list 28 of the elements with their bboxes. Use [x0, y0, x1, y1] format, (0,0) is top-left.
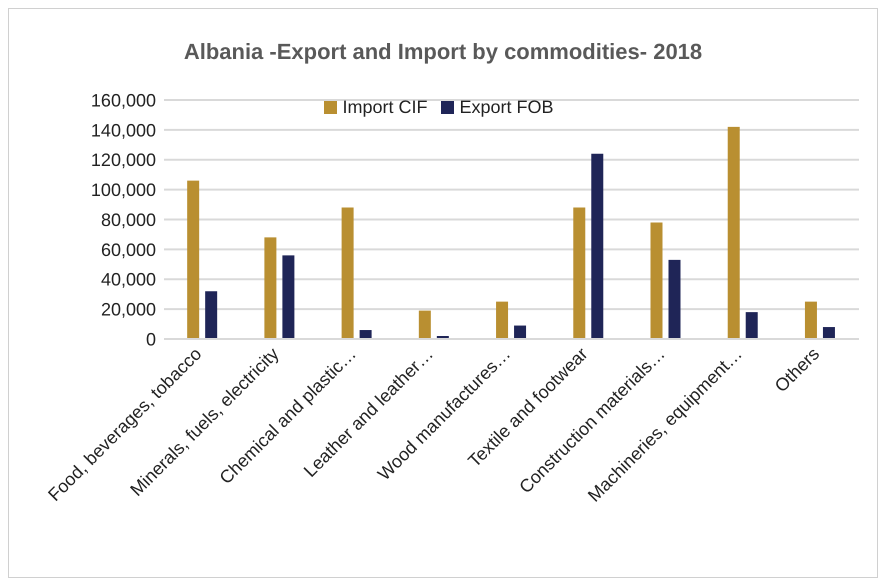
y-tick-label: 140,000 [90, 120, 156, 140]
bar [804, 302, 817, 339]
y-tick-label: 100,000 [90, 180, 156, 200]
y-tick-label: 60,000 [100, 240, 156, 260]
bar [746, 312, 758, 339]
y-tick-label: 80,000 [100, 210, 156, 230]
bar [650, 222, 662, 339]
y-tick-label: 0 [146, 329, 156, 350]
bar [822, 327, 835, 339]
bar [668, 260, 680, 339]
bar [282, 255, 294, 339]
bar [514, 326, 526, 339]
y-tick-label: 120,000 [90, 150, 156, 170]
legend-label: Import CIF [341, 97, 428, 118]
bar [591, 154, 604, 339]
bar [342, 208, 354, 339]
y-tick-label: 40,000 [100, 270, 156, 290]
bar [728, 126, 740, 339]
y-tick-label: 160,000 [90, 90, 156, 110]
y-tick-label: 20,000 [100, 300, 156, 320]
bar [418, 310, 431, 339]
bar [573, 208, 586, 339]
legend-label: Export FOB [458, 97, 554, 118]
bar [264, 237, 276, 339]
bar [205, 291, 218, 339]
bar [496, 302, 508, 339]
chart-title: Albania -Export and Import by commodities- 2018 [182, 39, 704, 66]
bar [187, 180, 200, 339]
